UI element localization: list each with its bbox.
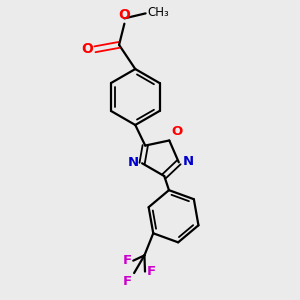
Text: CH₃: CH₃	[147, 6, 169, 19]
Text: F: F	[122, 254, 131, 267]
Text: F: F	[147, 265, 156, 278]
Text: O: O	[118, 8, 130, 22]
Text: F: F	[123, 274, 132, 287]
Text: O: O	[172, 124, 183, 137]
Text: N: N	[128, 156, 139, 169]
Text: N: N	[182, 155, 194, 168]
Text: O: O	[81, 42, 93, 56]
